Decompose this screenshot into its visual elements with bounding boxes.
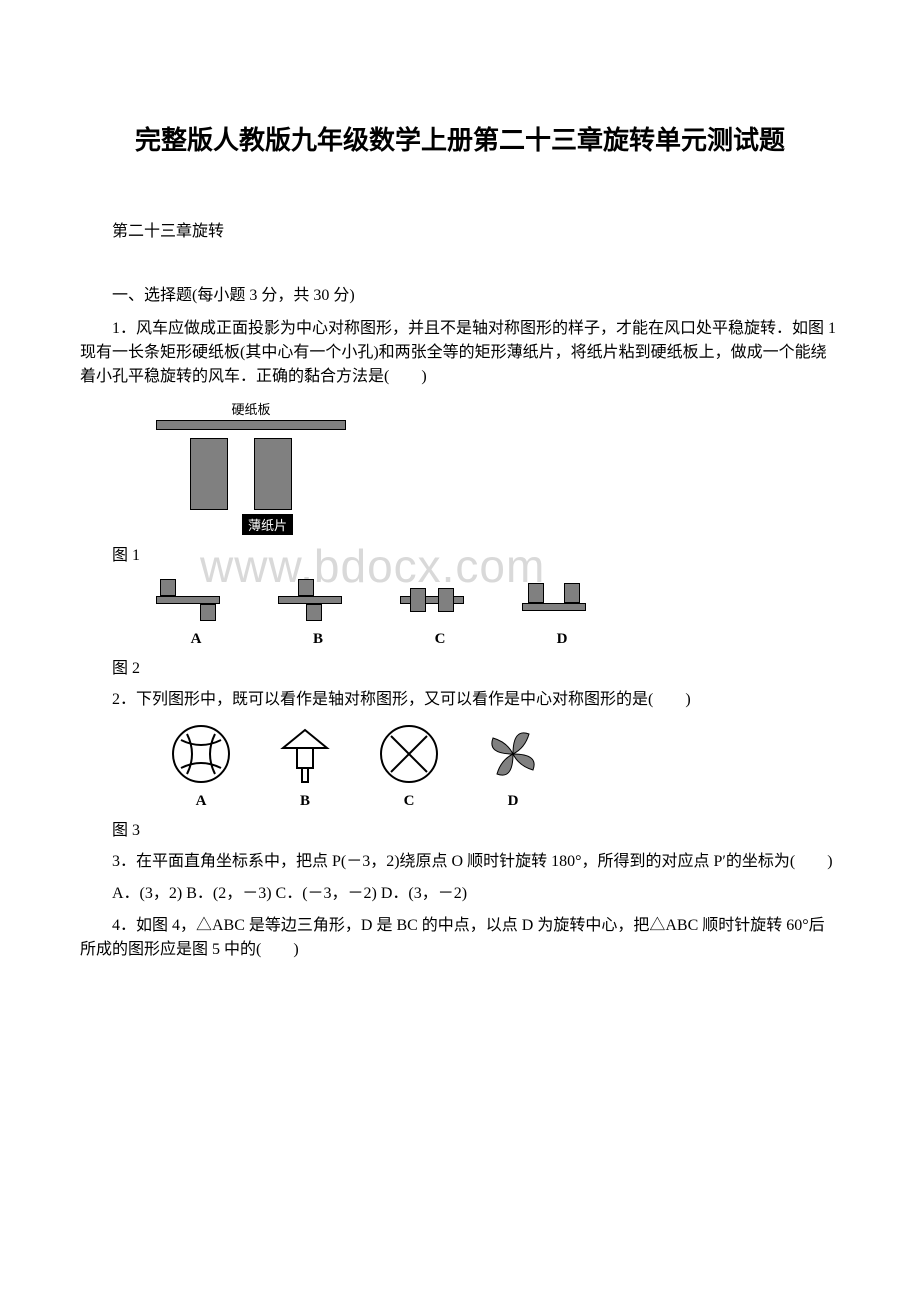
figure-1: 硬纸板 薄纸片 (156, 399, 840, 535)
page-title: 完整版人教版九年级数学上册第二十三章旋转单元测试题 (80, 120, 840, 157)
fig3-label-d: D (478, 793, 548, 810)
thinsheet-label: 薄纸片 (242, 514, 293, 535)
fig2-option-b: B (278, 575, 358, 648)
fig3-label-c: C (374, 793, 444, 810)
fig3-label-b: B (270, 793, 340, 810)
question-2: 2．下列图形中，既可以看作是轴对称图形，又可以看作是中心对称图形的是( ) (80, 688, 840, 712)
fig2-option-d: D (522, 575, 602, 648)
question-3-choices: A．(3，2) B．(2，－3) C．(－3，－2) D．(3，－2) (80, 882, 840, 906)
fig3-label-a: A (166, 793, 236, 810)
thin-sheet-right (254, 438, 292, 510)
fig3-shape-a: A (166, 722, 236, 810)
hardboard-strip (156, 420, 346, 430)
figure-3: A B C D (156, 722, 840, 810)
fig2-label-d: D (522, 631, 602, 648)
fig3-shape-b: B (270, 722, 340, 810)
figure-2-label: 图 2 (80, 654, 840, 678)
question-3: 3．在平面直角坐标系中，把点 P(－3，2)绕原点 O 顺时针旋转 180°，所… (80, 850, 840, 874)
fig2-label-a: A (156, 631, 236, 648)
section-1-header: 一、选择题(每小题 3 分，共 30 分) (80, 281, 840, 305)
question-4: 4．如图 4，△ABC 是等边三角形，D 是 BC 的中点，以点 D 为旋转中心… (80, 914, 840, 962)
question-1: 1．风车应做成正面投影为中心对称图形，并且不是轴对称图形的样子，才能在风口处平稳… (80, 317, 840, 389)
fig2-label-c: C (400, 631, 480, 648)
fig2-option-c: C (400, 575, 480, 648)
fig2-label-b: B (278, 631, 358, 648)
thin-sheet-left (190, 438, 228, 510)
figure-2: A B C D (156, 575, 840, 648)
fig2-option-a: A (156, 575, 236, 648)
figure-3-label: 图 3 (80, 816, 840, 840)
figure-1-label: 图 1 (80, 541, 840, 565)
fig3-shape-c: C (374, 722, 444, 810)
hardboard-label: 硬纸板 (156, 399, 346, 418)
fig3-shape-d: D (478, 722, 548, 810)
chapter-heading: 第二十三章旋转 (80, 217, 840, 241)
